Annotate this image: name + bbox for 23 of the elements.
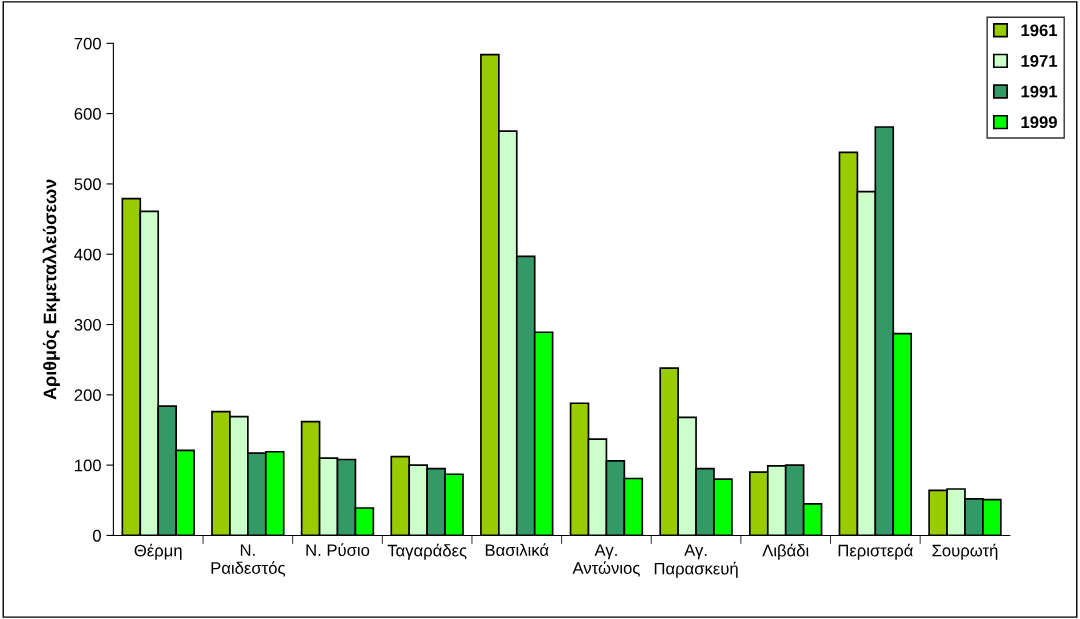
legend-label: 1991 xyxy=(1021,85,1058,98)
y-axis-title: Αριθμός Εκμεταλλεύσεων xyxy=(42,179,60,400)
x-tick-label: Βασιλικά xyxy=(485,543,549,557)
x-tick-label: Σουρωτή xyxy=(932,543,998,560)
x-tick-label: Θέρμη xyxy=(134,543,182,560)
x-tick-label: Περιστερά xyxy=(838,543,913,560)
x-tick-label: Αγ. Παρασκευή xyxy=(654,544,738,578)
x-tick-label: Ν. Ρύσιο xyxy=(306,543,370,557)
x-tick-label: Ταγαράδες xyxy=(387,543,467,560)
y-tick-label: 200 xyxy=(74,389,101,402)
x-tick-label: Ν. Ραιδεστός xyxy=(211,544,286,577)
legend-label: 1961 xyxy=(1021,24,1058,37)
legend-label: 1999 xyxy=(1021,116,1057,129)
y-tick-label: 300 xyxy=(74,318,101,331)
y-tick-label: 700 xyxy=(74,37,101,50)
y-tick-label: 600 xyxy=(74,108,101,120)
y-tick-label: 400 xyxy=(74,248,101,261)
legend-label: 1971 xyxy=(1021,55,1058,67)
y-tick-label: 500 xyxy=(74,178,101,191)
y-tick-label: 0 xyxy=(92,529,101,542)
y-tick-label: 100 xyxy=(75,459,101,472)
x-tick-label: Λιβάδι xyxy=(762,543,809,560)
x-tick-label: Αγ. Αντώνιος xyxy=(572,544,640,577)
